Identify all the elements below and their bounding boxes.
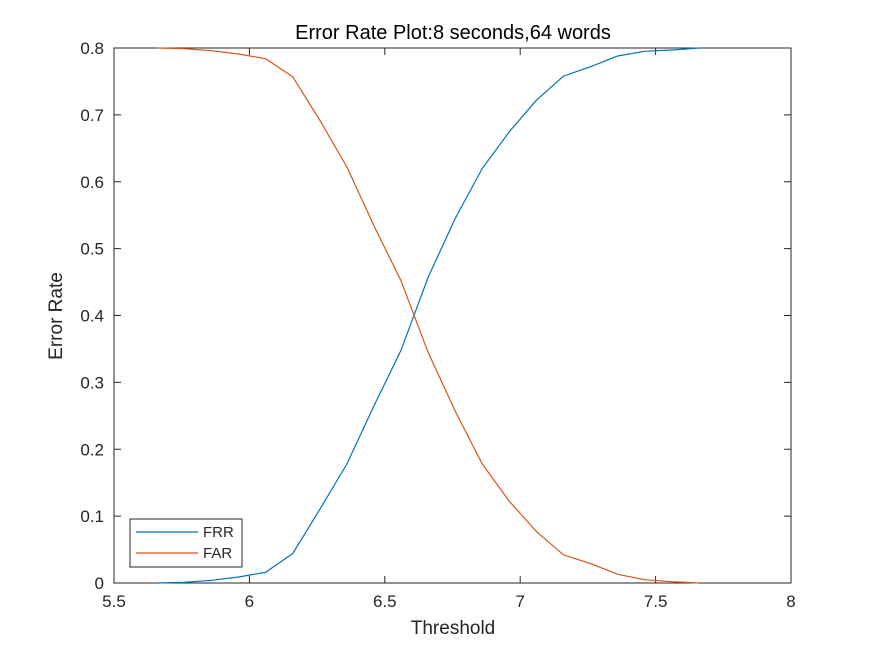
series-line-far: [157, 47, 699, 584]
y-tick-label: 0.1: [80, 507, 104, 526]
plot-area: 5.5 6 6.5 7 7.5 8 0 0.1 0.2 0.3 0.4 0.5 0.6 0.7 0.8 FRR…: [80, 39, 795, 611]
y-tick-label: 0.8: [80, 39, 104, 58]
y-tick-label: 0: [95, 574, 104, 593]
x-tick-label: 7: [515, 592, 524, 611]
chart-title: Error Rate Plot:8 seconds,64 words: [295, 22, 611, 44]
y-tick-label: 0.7: [80, 106, 104, 125]
x-tick-label: 6: [245, 592, 254, 611]
axes-box: [113, 47, 792, 584]
x-tick-label: 7.5: [644, 592, 668, 611]
x-tick-label: 6.5: [373, 592, 397, 611]
y-tick-label: 0.6: [80, 173, 104, 192]
y-axis-label: Error Rate: [46, 272, 67, 360]
legend-label-frr: FRR: [203, 524, 234, 541]
y-tick-label: 0.2: [80, 440, 104, 459]
x-tick-label: 8: [786, 592, 795, 611]
y-tick-label: 0.3: [80, 373, 104, 392]
y-tick-label: 0.5: [80, 240, 104, 259]
x-axis-label: Threshold: [411, 618, 496, 639]
legend-box: [129, 518, 243, 568]
legend-label-far: FAR: [203, 545, 232, 562]
x-tick-label: 5.5: [102, 592, 126, 611]
series-line-frr: [157, 47, 699, 584]
y-tick-label: 0.4: [80, 307, 104, 326]
